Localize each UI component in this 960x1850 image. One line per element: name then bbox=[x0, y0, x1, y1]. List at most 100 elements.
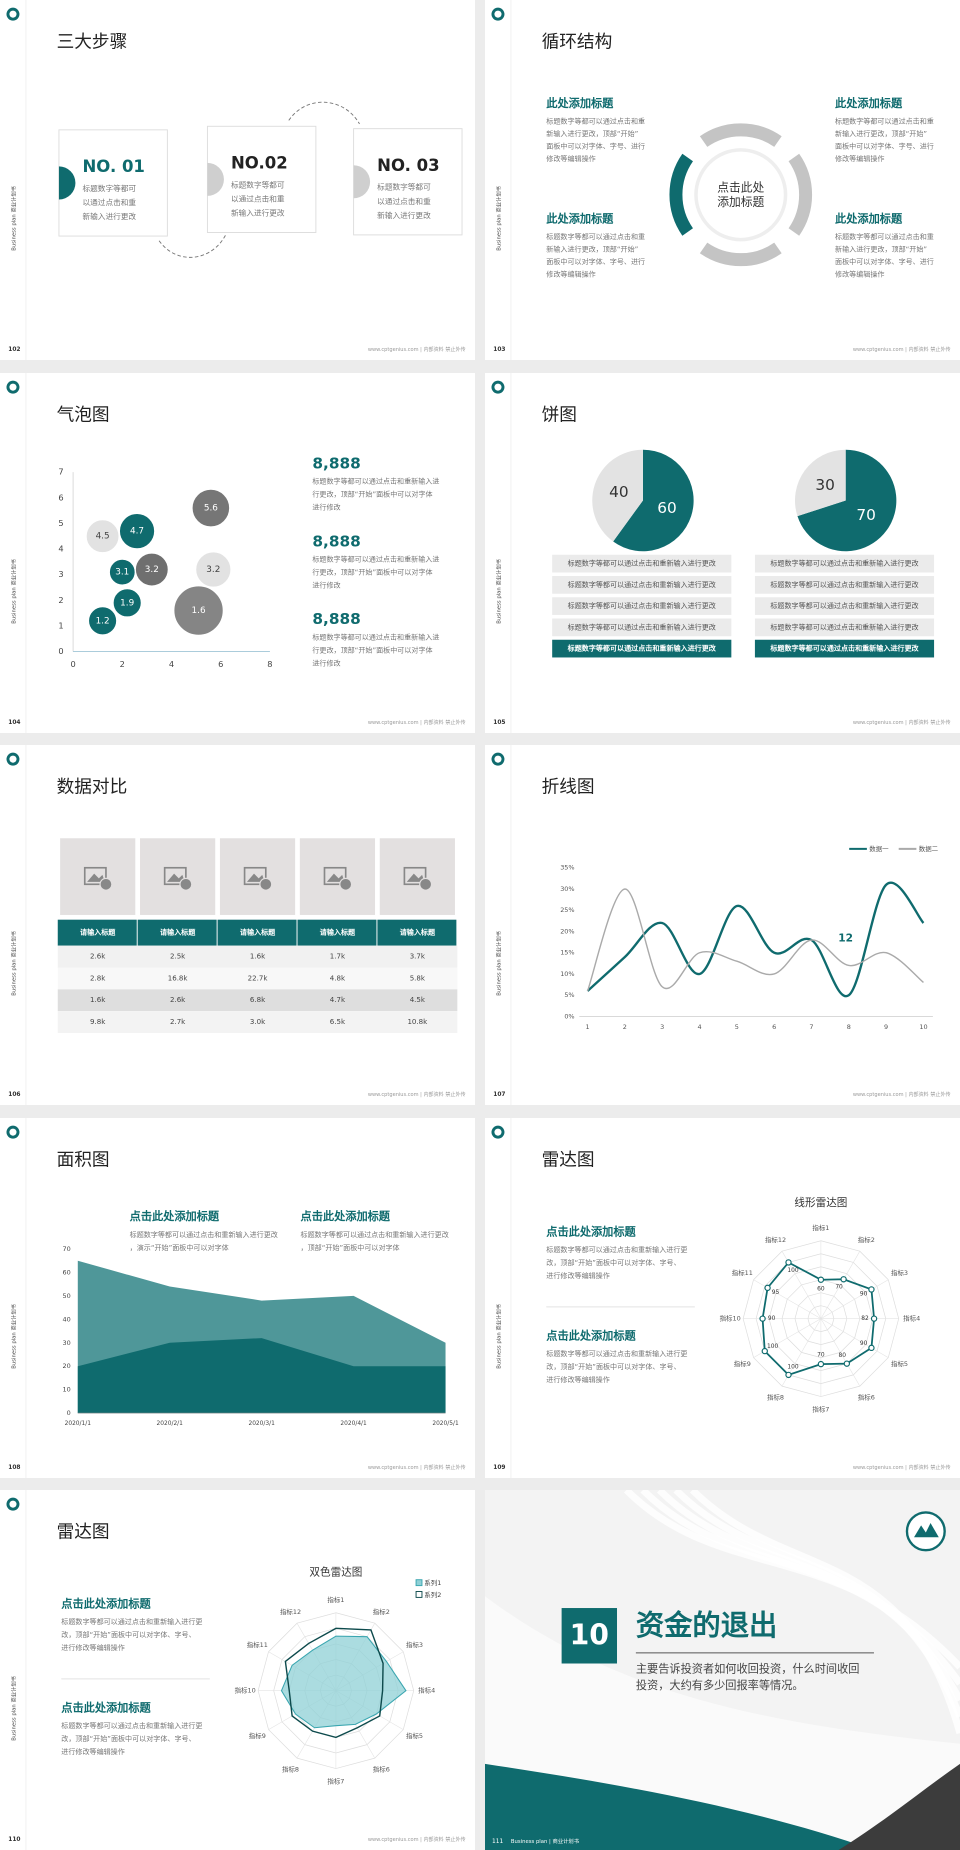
text-line: 进行修改 bbox=[312, 658, 340, 667]
pie-slice bbox=[794, 449, 846, 516]
cycle-arc bbox=[788, 153, 813, 236]
axis-label: 指标12 bbox=[280, 1607, 301, 1616]
slide-background bbox=[485, 745, 960, 1105]
data-label: 100 bbox=[787, 1267, 798, 1273]
logo-inner bbox=[494, 383, 502, 391]
image-icon bbox=[83, 866, 107, 886]
pie-slice bbox=[613, 449, 694, 551]
cell-text: 3.7k bbox=[410, 952, 426, 961]
annotation: 12 bbox=[838, 932, 853, 945]
page-number: 104 bbox=[8, 719, 20, 725]
radar-point bbox=[785, 1371, 792, 1378]
y-tick-label: 10% bbox=[560, 970, 574, 978]
data-label: 90 bbox=[768, 1316, 776, 1322]
cell-text: 4.7k bbox=[330, 995, 346, 1004]
side-text: Business plan 商业计划书 bbox=[495, 558, 503, 623]
list-row-highlight bbox=[552, 639, 732, 657]
step-text: 标题数字等都可以通过点击和重新输入进行更改 bbox=[83, 183, 137, 221]
data-label: 5.6 bbox=[204, 503, 218, 513]
list-row bbox=[754, 596, 935, 615]
text-line: 新输入进行更改 bbox=[83, 211, 137, 221]
legend-label: 数据一 bbox=[869, 844, 889, 853]
list-row bbox=[552, 554, 732, 572]
page-number: 111 bbox=[492, 1839, 503, 1845]
radar-point bbox=[764, 1284, 771, 1291]
item-text: 标题数字等都可以通过点击和重新输入进行更改，顶部“开始”面板中可以对字体进行修改 bbox=[312, 632, 439, 667]
cell-text: 6.8k bbox=[250, 995, 266, 1004]
x-tick-label: 2020/5/1 bbox=[432, 1421, 459, 1427]
y-tick-label: 5 bbox=[58, 517, 63, 527]
text-line: 标题数字等都可以通过点击和重 bbox=[835, 232, 934, 241]
text-line: 修改等编辑操作 bbox=[546, 269, 595, 278]
text-line: 修改等编辑操作 bbox=[835, 269, 884, 278]
bubble bbox=[85, 518, 120, 553]
data-label: 60 bbox=[817, 1286, 825, 1292]
slide: 雷达图 Business plan 商业计划书 109 www.cptgenius.c… bbox=[485, 1117, 960, 1478]
text-line: 新输入进行更改，顶部“开始” bbox=[835, 129, 927, 138]
text-line: 标题数字等都可以通过点击和重新输入进 bbox=[312, 476, 439, 485]
step-number: NO. 03 bbox=[377, 156, 439, 175]
data-label: 60 bbox=[657, 498, 677, 516]
legend-label: 系列2 bbox=[424, 1590, 441, 1599]
image-icon bbox=[179, 877, 193, 891]
section-number: 10 bbox=[570, 1618, 609, 1651]
x-tick-label: 2020/3/1 bbox=[248, 1421, 275, 1427]
block-text: 标题数字等都可以通过点击和重新输入进行更改 ，顶部“开始”面板中可以对字体 bbox=[301, 1229, 449, 1251]
axis-label: 指标10 bbox=[720, 1313, 741, 1322]
slide: 循环结构 Business plan 商业计划书 103 www.cptgenius.… bbox=[485, 0, 960, 360]
table-row bbox=[57, 1011, 458, 1033]
table-row bbox=[57, 989, 458, 1012]
slide-title: 三大步骤 bbox=[57, 31, 128, 52]
axis-label: 指标3 bbox=[406, 1640, 423, 1649]
x-tick-label: 6 bbox=[218, 659, 223, 669]
data-label: 70 bbox=[856, 505, 876, 523]
y-tick-label: 7 bbox=[58, 466, 63, 476]
legend-label: 数据二 bbox=[919, 844, 939, 853]
axis-label: 指标9 bbox=[734, 1359, 751, 1368]
logo-inner bbox=[9, 383, 17, 391]
cell-text: 3.0k bbox=[250, 1017, 266, 1026]
image-icon bbox=[406, 873, 425, 882]
cell-text: 2.5k bbox=[170, 952, 186, 961]
text-line: 以通过点击和重 bbox=[377, 196, 431, 206]
y-tick-label: 1 bbox=[58, 620, 63, 630]
header-cell bbox=[297, 919, 377, 946]
cell-text: 5.8k bbox=[410, 973, 426, 982]
slide-title: 雷达图 bbox=[542, 1149, 595, 1170]
footer: www.cptgenius.com | 内部资料 禁止外传 bbox=[368, 346, 466, 353]
text-line: 进行修改等编辑操作 bbox=[546, 1271, 610, 1280]
y-tick-label: 5% bbox=[564, 991, 574, 999]
text-line: 新输入进行更改，顶部“开始” bbox=[546, 245, 638, 254]
side-text: Business plan 商业计划书 bbox=[495, 185, 503, 250]
slide-background bbox=[0, 1490, 475, 1850]
legend-label: 系列1 bbox=[424, 1578, 441, 1587]
step-marker bbox=[207, 162, 224, 196]
cell-text: 2.6k bbox=[90, 952, 106, 961]
slide: 面积图 Business plan 商业计划书 108 www.cptgenius.c… bbox=[0, 1117, 475, 1478]
text-line: 标题数字等都可以通过点击和重新输入进 bbox=[312, 554, 439, 563]
y-tick-label: 40 bbox=[62, 1315, 70, 1323]
side-text: Business plan 商业计划书 bbox=[495, 930, 503, 995]
text-line: 标题数字等都可以通过点击和重新输入进行更改 bbox=[301, 1229, 449, 1238]
axis-label: 指标11 bbox=[732, 1268, 753, 1277]
slide: 10 资金的退出主要告诉投资者如何收回投资，什么时间收回投资，大约有多少回报率等情… bbox=[485, 1490, 960, 1850]
x-tick-label: 5 bbox=[735, 1023, 739, 1031]
spoke bbox=[753, 1278, 822, 1319]
text-line: 新输入进行更改，顶部“开始” bbox=[546, 129, 638, 138]
text-line: 行更改，顶部“开始”面板中可以对字体 bbox=[312, 567, 432, 576]
data-label: 40 bbox=[609, 483, 629, 501]
data-label: 90 bbox=[860, 1291, 868, 1297]
radar-point bbox=[759, 1314, 766, 1322]
y-tick-label: 0% bbox=[564, 1012, 574, 1020]
image-icon bbox=[259, 877, 273, 891]
text-line: 行更改，顶部“开始”面板中可以对字体 bbox=[312, 489, 432, 498]
text-line: 面板中可以对字体、字号、进行 bbox=[835, 257, 934, 266]
text-line: 进行修改等编辑操作 bbox=[61, 1747, 125, 1756]
logo-inner bbox=[9, 1500, 17, 1508]
step-number: NO.02 bbox=[231, 154, 288, 173]
block-text: 标题数字等都可以通过点击和重新输入进行更改，顶部“开始”面板中可以对字体、字号、… bbox=[546, 1245, 687, 1280]
text-line: 改，顶部“开始”面板中可以对字体、字号、 bbox=[546, 1258, 680, 1267]
axis-label: 指标7 bbox=[812, 1404, 829, 1413]
text-line: 标题数字等都可以通过点击和重新输入进行更 bbox=[546, 1245, 687, 1254]
slide: 雷达图 Business plan 商业计划书 110 www.cptgenius.c… bbox=[0, 1490, 475, 1850]
